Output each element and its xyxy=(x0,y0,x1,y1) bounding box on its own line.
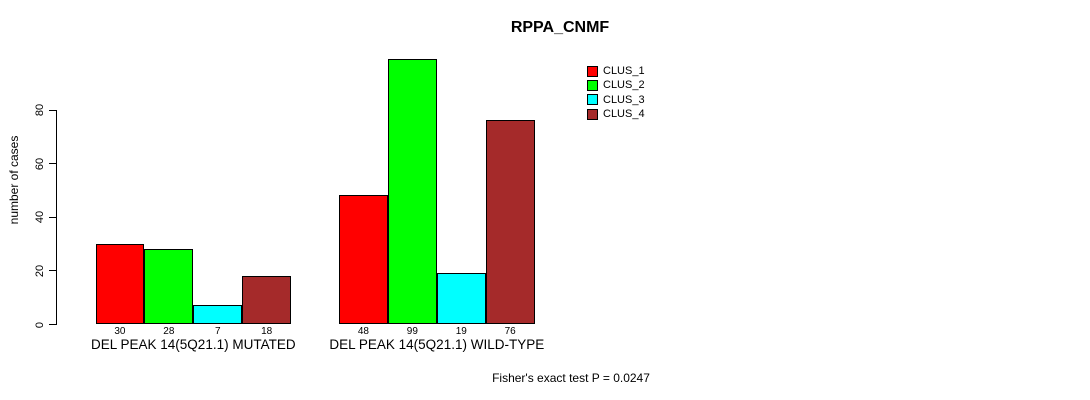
y-axis-tick-label: 40 xyxy=(34,211,46,224)
bar-value-label: 7 xyxy=(214,326,221,337)
y-axis-tick xyxy=(49,163,56,165)
bar-clus_4-group1 xyxy=(242,275,292,324)
bar-clus_3-group1 xyxy=(193,305,243,324)
legend: CLUS_1 CLUS_2 CLUS_3 CLUS_4 xyxy=(587,64,645,121)
y-axis-tick xyxy=(49,216,56,218)
bar-value-label: 19 xyxy=(455,326,467,337)
bar-clus_4-group2 xyxy=(485,120,535,324)
legend-swatch-clus_3 xyxy=(587,94,598,106)
legend-item-label: CLUS_4 xyxy=(603,108,645,121)
bar-value-label: 48 xyxy=(357,326,369,337)
y-axis-line xyxy=(56,109,57,325)
x-axis-group-label-2: DEL PEAK 14(5Q21.1) WILD-TYPE xyxy=(329,337,545,352)
legend-item: CLUS_2 xyxy=(587,78,645,92)
chart-title: RPPA_CNMF xyxy=(510,19,610,36)
y-axis-tick xyxy=(49,324,56,325)
bar-clus_3-group2 xyxy=(436,273,486,324)
x-axis-group-label-1: DEL PEAK 14(5Q21.1) MUTATED xyxy=(91,337,296,352)
bar-clus_2-group2 xyxy=(387,58,437,324)
y-axis-tick-label: 20 xyxy=(34,264,46,278)
legend-item: CLUS_1 xyxy=(587,64,645,78)
y-axis-tick-label: 60 xyxy=(34,157,46,170)
legend-swatch-clus_1 xyxy=(587,65,598,77)
y-axis-tick xyxy=(49,109,56,111)
legend-item-label: CLUS_3 xyxy=(603,93,645,106)
y-axis-tick-label: 0 xyxy=(34,321,46,328)
annotation-text: Fisher's exact test P = 0.0247 xyxy=(492,371,650,385)
y-axis-tick-label: 80 xyxy=(34,103,46,117)
bar-value-label: 30 xyxy=(114,326,126,337)
legend-swatch-clus_4 xyxy=(587,108,598,120)
bar-value-label: 28 xyxy=(163,326,175,337)
legend-item-label: CLUS_2 xyxy=(603,79,645,92)
bar-clus_2-group1 xyxy=(144,248,194,324)
bar-value-label: 76 xyxy=(504,326,516,337)
legend-item: CLUS_3 xyxy=(587,93,645,107)
y-axis-tick xyxy=(49,270,56,272)
bar-clus_1-group1 xyxy=(95,243,145,324)
legend-swatch-clus_2 xyxy=(587,79,598,91)
bar-clus_1-group2 xyxy=(339,195,388,324)
legend-item: CLUS_4 xyxy=(587,107,645,121)
bar-value-label: 18 xyxy=(261,326,273,337)
legend-item-label: CLUS_1 xyxy=(603,65,645,78)
bar-value-label: 99 xyxy=(406,326,418,337)
